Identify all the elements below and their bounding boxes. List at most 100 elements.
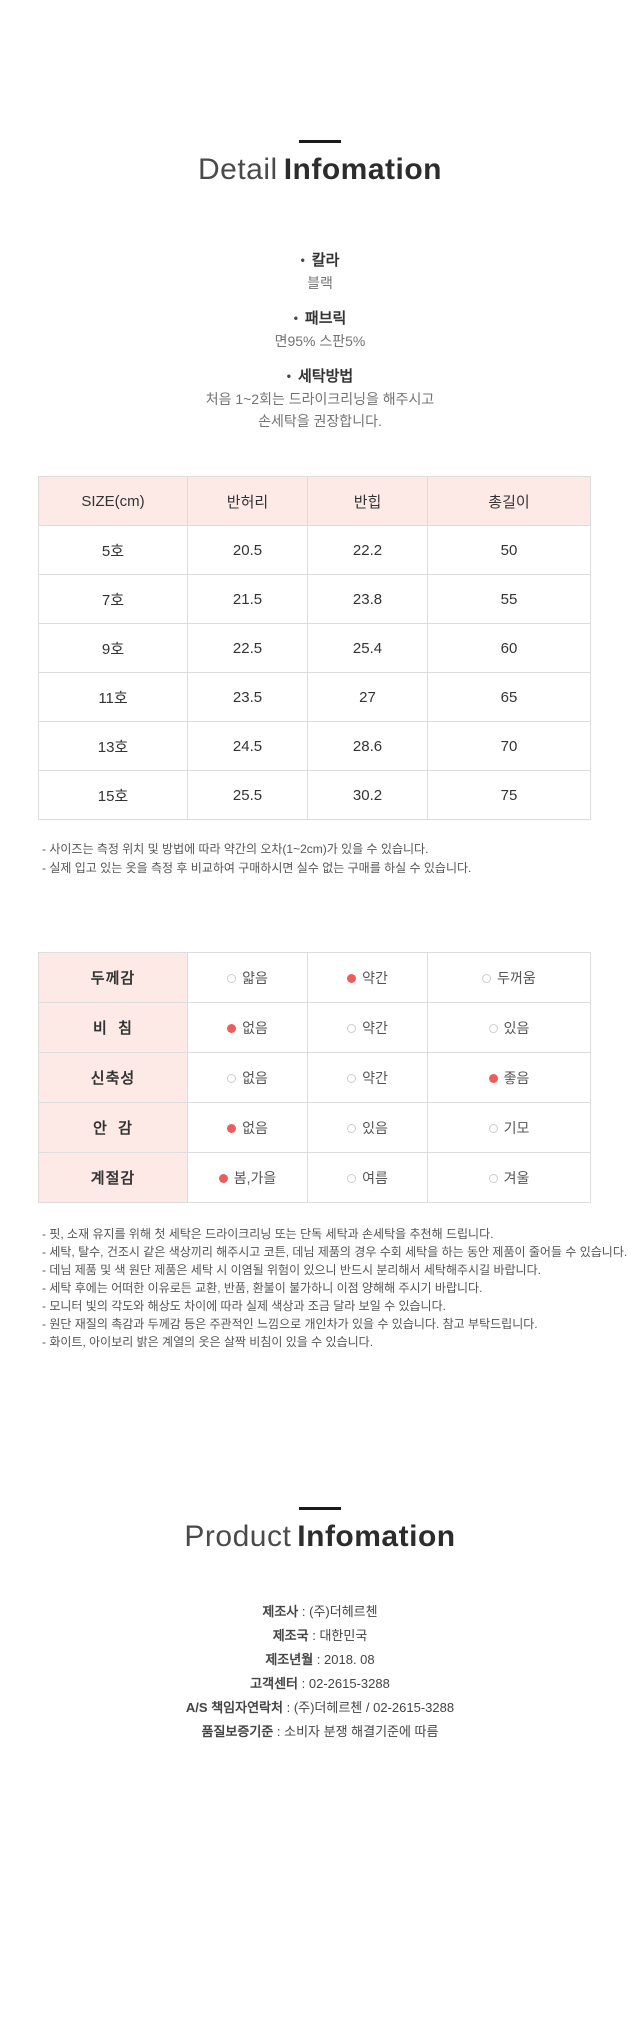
attribute-option-cell: 봄,가을 bbox=[187, 1152, 308, 1203]
care-note-line: - 화이트, 아이보리 밝은 계열의 옷은 살짝 비침이 있을 수 있습니다. bbox=[42, 1335, 374, 1349]
size-cell: 15호 bbox=[38, 770, 188, 820]
attribute-option-cell: 약간 bbox=[307, 1052, 428, 1103]
size-cell: 7호 bbox=[38, 574, 188, 624]
product-info-label: 제조국 bbox=[272, 1628, 309, 1643]
detail-section-divider bbox=[299, 140, 341, 143]
attribute-row: 안 감 없음 있음 기모 bbox=[38, 1102, 591, 1153]
attribute-option-label: 없음 bbox=[242, 1119, 268, 1136]
product-info-line: 제조사 : (주)더헤르첸 bbox=[262, 1604, 378, 1619]
radio-selected-icon bbox=[488, 1073, 498, 1083]
size-cell: 75 bbox=[427, 770, 591, 820]
size-cell: 50 bbox=[427, 525, 591, 575]
radio-unselected-icon bbox=[347, 1073, 357, 1083]
product-info-value: 2018. 08 bbox=[324, 1652, 375, 1667]
attribute-option-cell: 겨울 bbox=[427, 1152, 591, 1203]
size-note-line: - 실제 입고 있는 옷을 측정 후 비교하여 구매하시면 실수 없는 구매를 … bbox=[42, 861, 472, 875]
product-info-line: 품질보증기준 : 소비자 분쟁 해결기준에 따름 bbox=[201, 1724, 439, 1739]
product-info-value: 02-2615-3288 bbox=[308, 1676, 390, 1691]
size-cell: 60 bbox=[427, 623, 591, 673]
product-info-value: (주)더헤르첸 / 02-2615-3288 bbox=[293, 1700, 455, 1715]
radio-unselected-icon bbox=[347, 1123, 357, 1133]
attribute-option-cell: 기모 bbox=[427, 1102, 591, 1153]
attribute-option-cell: 좋음 bbox=[427, 1052, 591, 1103]
size-cell: 22.5 bbox=[187, 623, 308, 673]
product-title-light: Product bbox=[184, 1520, 292, 1553]
size-cell: 24.5 bbox=[187, 721, 308, 771]
attribute-option-cell: 여름 bbox=[307, 1152, 428, 1203]
attribute-label: 두께감 bbox=[38, 952, 188, 1003]
size-cell: 70 bbox=[427, 721, 591, 771]
size-table-row: 5호 20.5 22.2 50 bbox=[38, 525, 591, 575]
radio-unselected-icon bbox=[347, 1173, 357, 1183]
attribute-option-label: 없음 bbox=[242, 1019, 268, 1036]
radio-unselected-icon bbox=[227, 1073, 237, 1083]
care-note-line: - 세탁 후에는 어떠한 이유로든 교환, 반품, 환불이 불가하니 이점 양해… bbox=[42, 1281, 483, 1295]
bullet-icon: • bbox=[300, 253, 305, 267]
attribute-option-label: 얇음 bbox=[242, 969, 268, 986]
attribute-row: 계절감 봄,가을 여름 겨울 bbox=[38, 1152, 591, 1203]
product-info-label: 제조사 bbox=[262, 1604, 299, 1619]
attribute-option-cell: 있음 bbox=[307, 1102, 428, 1153]
product-info-line: A/S 책임자연락처 : (주)더헤르첸 / 02-2615-3288 bbox=[185, 1700, 455, 1715]
product-info-line: 고객센터 : 02-2615-3288 bbox=[250, 1676, 390, 1691]
attribute-option-label: 겨울 bbox=[503, 1169, 530, 1186]
attribute-option-label: 약간 bbox=[362, 1069, 388, 1086]
detail-item-value: 처음 1~2회는 드라이크리닝을 해주시고 bbox=[205, 391, 435, 407]
size-cell: 25.4 bbox=[307, 623, 428, 673]
attribute-option-label: 좋음 bbox=[503, 1069, 530, 1086]
detail-item-label-row: • 세탁방법 bbox=[0, 365, 640, 388]
size-cell: 9호 bbox=[38, 623, 188, 673]
size-cell: 21.5 bbox=[187, 574, 308, 624]
detail-title-light: Detail bbox=[197, 153, 278, 186]
product-title-bold: Infomation bbox=[297, 1520, 456, 1553]
product-info: 제조사 : (주)더헤르첸 제조국 : 대한민국 제조년월 : 2018. 08 고객… bbox=[0, 1600, 640, 1744]
radio-selected-icon bbox=[227, 1123, 237, 1133]
care-note-line: - 데님 제품 및 색 원단 제품은 세탁 시 이염될 위험이 있으니 반드시 … bbox=[42, 1263, 541, 1277]
attribute-row: 비 침 없음 약간 있음 bbox=[38, 1002, 591, 1053]
radio-selected-icon bbox=[227, 1023, 237, 1033]
attribute-option-cell: 얇음 bbox=[187, 952, 308, 1003]
size-table-row: 7호 21.5 23.8 55 bbox=[38, 574, 591, 624]
size-cell: 20.5 bbox=[187, 525, 308, 575]
size-header-row: SIZE(cm) 반허리 반힙 총길이 bbox=[38, 476, 591, 526]
radio-selected-icon bbox=[218, 1173, 228, 1183]
radio-unselected-icon bbox=[227, 973, 237, 983]
detail-item-label: 칼라 bbox=[311, 252, 340, 269]
size-table-row: 15호 25.5 30.2 75 bbox=[38, 770, 591, 820]
attribute-table: 두께감 얇음 약간 두꺼움 비 침 없음 약간 있음 신축성 없음 약간 좋음 안 감 없음 있음 기모 계절감… bbox=[38, 952, 591, 1203]
radio-unselected-icon bbox=[488, 1123, 498, 1133]
attribute-label: 비 침 bbox=[38, 1002, 188, 1053]
attribute-option-label: 두꺼움 bbox=[497, 969, 536, 986]
size-cell: 65 bbox=[427, 672, 591, 722]
care-note-line: - 모니터 빛의 각도와 해상도 차이에 따라 실제 색상과 조금 달라 보일 … bbox=[42, 1299, 446, 1313]
detail-item: • 패브릭 면95% 스판5% bbox=[0, 307, 640, 352]
detail-title-bold: Infomation bbox=[283, 153, 442, 186]
attribute-label: 안 감 bbox=[38, 1102, 188, 1153]
radio-unselected-icon bbox=[482, 973, 492, 983]
detail-item-value: 손세탁을 권장합니다. bbox=[258, 413, 382, 429]
size-table-row: 9호 22.5 25.4 60 bbox=[38, 623, 591, 673]
detail-item-label-row: • 패브릭 bbox=[0, 307, 640, 330]
product-info-line: 제조년월 : 2018. 08 bbox=[265, 1652, 375, 1667]
product-info-value: (주)더헤르첸 bbox=[309, 1604, 378, 1619]
attribute-row: 신축성 없음 약간 좋음 bbox=[38, 1052, 591, 1103]
product-info-label: A/S 책임자연락처 bbox=[185, 1700, 283, 1715]
size-column-header: 반허리 bbox=[187, 476, 308, 526]
detail-item-label: 세탁방법 bbox=[298, 368, 354, 385]
attribute-label: 신축성 bbox=[38, 1052, 188, 1103]
care-note-line: - 원단 재질의 촉감과 두께감 등은 주관적인 느낌으로 개인차가 있을 수 … bbox=[42, 1317, 538, 1331]
attribute-label: 계절감 bbox=[38, 1152, 188, 1203]
size-column-header: SIZE(cm) bbox=[38, 476, 188, 526]
bullet-icon: • bbox=[286, 369, 291, 383]
radio-selected-icon bbox=[347, 973, 357, 983]
attribute-option-cell: 없음 bbox=[187, 1002, 308, 1053]
attribute-row: 두께감 얇음 약간 두꺼움 bbox=[38, 952, 591, 1003]
radio-unselected-icon bbox=[488, 1173, 498, 1183]
size-cell: 22.2 bbox=[307, 525, 428, 575]
attribute-option-label: 없음 bbox=[242, 1069, 268, 1086]
size-cell: 5호 bbox=[38, 525, 188, 575]
size-note-line: - 사이즈는 측정 위치 및 방법에 따라 약간의 오차(1~2cm)가 있을 … bbox=[42, 842, 429, 856]
size-column-header: 반힙 bbox=[307, 476, 428, 526]
size-cell: 55 bbox=[427, 574, 591, 624]
